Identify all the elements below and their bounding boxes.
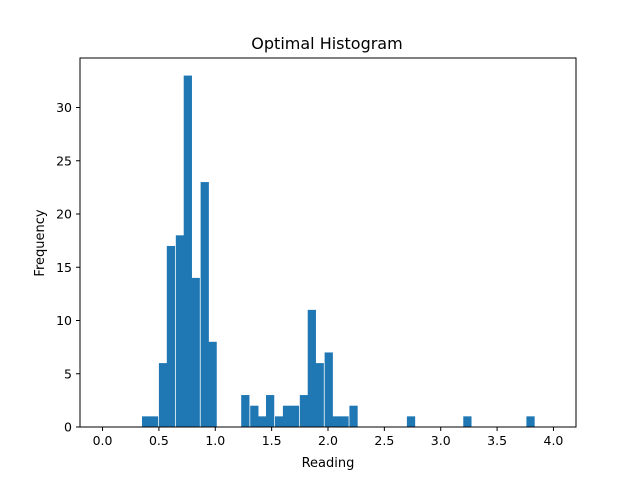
histogram-bar (149, 416, 159, 427)
histogram-bar (200, 182, 209, 427)
x-axis-label: Reading (302, 456, 355, 471)
histogram-bar (307, 309, 316, 427)
x-tick-label: 4.0 (544, 433, 564, 448)
histogram-bar (183, 75, 192, 427)
y-tick-label: 5 (64, 366, 72, 381)
plot-frame (79, 57, 577, 428)
histogram-bar (349, 405, 358, 427)
histogram-bar (299, 395, 309, 427)
y-tick-label: 20 (56, 207, 72, 222)
histogram-bar (158, 363, 168, 427)
histogram-bar (340, 416, 349, 427)
histogram-bar (526, 416, 535, 427)
histogram-bar (250, 405, 259, 427)
y-tick-label: 25 (56, 153, 72, 168)
bars-group (142, 75, 535, 427)
histogram-bar (191, 277, 200, 427)
y-tick-label: 15 (56, 260, 72, 275)
histogram-bar (315, 363, 324, 427)
histogram-bar (241, 395, 250, 427)
y-tick-label: 0 (64, 420, 72, 435)
x-tick-label: 0.0 (93, 433, 113, 448)
x-tick-label: 2.0 (318, 433, 338, 448)
histogram-bar (142, 416, 151, 427)
x-tick-label: 3.5 (487, 433, 507, 448)
histogram-bar (282, 405, 292, 427)
histogram-bar (166, 245, 176, 427)
x-tick-label: 0.5 (149, 433, 169, 448)
histogram-bar (290, 405, 300, 427)
histogram-bar (208, 341, 217, 427)
x-tick-label: 1.0 (205, 433, 225, 448)
x-tick-label: 1.5 (262, 433, 282, 448)
histogram-bar (332, 416, 341, 427)
y-axis-ticks: 0 5 10 15 20 25 30 (56, 100, 80, 435)
histogram-bar (463, 416, 472, 427)
y-axis-label: Frequency (33, 209, 48, 276)
histogram-bar (258, 416, 267, 427)
y-tick-label: 30 (56, 100, 72, 115)
chart-title: Optimal Histogram (251, 34, 402, 53)
histogram-bar (275, 416, 284, 427)
x-axis-ticks: 0.0 0.5 1.0 1.5 2.0 2.5 3.0 3.5 4.0 (93, 427, 564, 448)
x-tick-label: 2.5 (374, 433, 394, 448)
histogram-bar (324, 352, 333, 427)
x-tick-label: 3.0 (431, 433, 451, 448)
histogram-bar (175, 235, 185, 427)
histogram-bar (406, 416, 416, 427)
y-tick-label: 10 (56, 313, 72, 328)
histogram-bar (266, 395, 275, 427)
